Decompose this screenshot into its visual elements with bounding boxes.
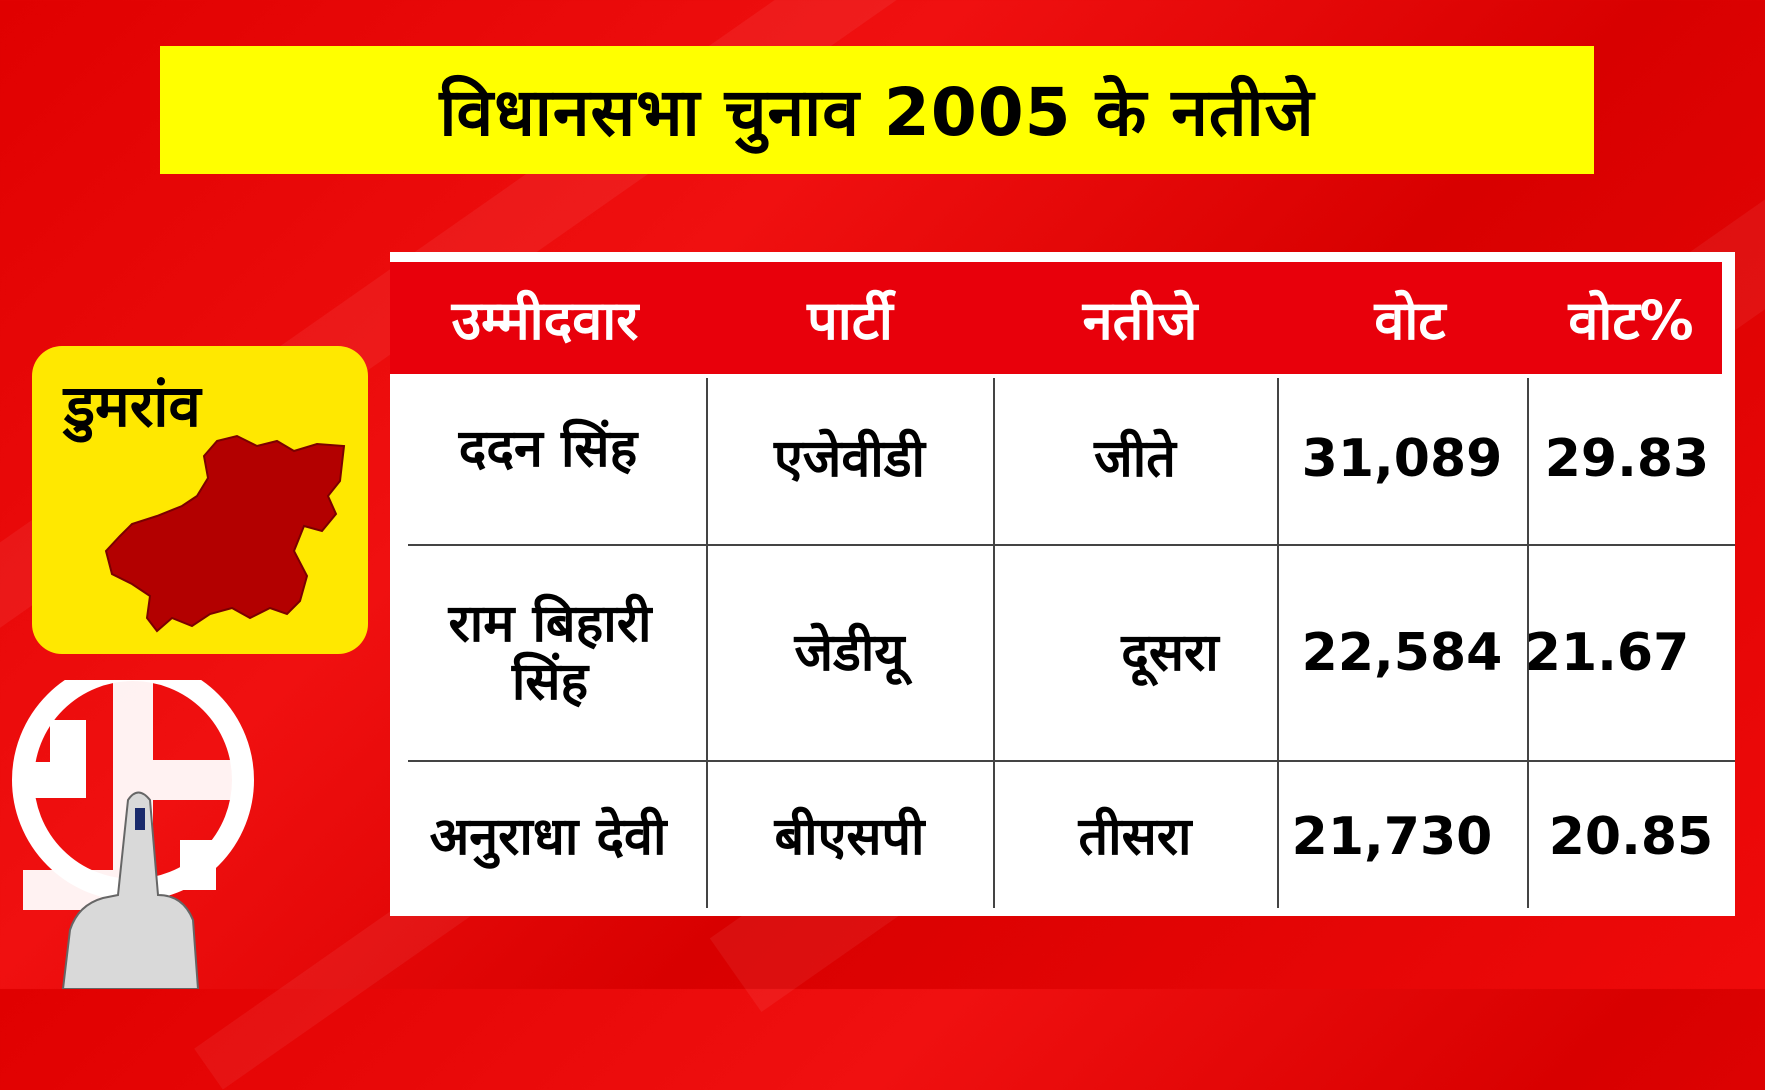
row1-candidate: ददन सिंह [458, 419, 638, 479]
header-result: नतीजे [1082, 289, 1198, 352]
row3-result: तीसरा [1078, 807, 1192, 867]
constituency-map-icon [104, 434, 346, 633]
voting-finger-icon [61, 791, 200, 989]
header-candidate: उम्मीदवार [451, 289, 639, 352]
constituency-name: डुमरांव [64, 372, 201, 440]
row2-party: जेडीयू [794, 623, 905, 683]
row1-result: जीते [1094, 429, 1176, 489]
header-votes: वोट [1374, 289, 1446, 352]
header-party: पार्टी [807, 289, 893, 352]
constituency-badge: डुमरांव [32, 346, 368, 654]
row1-party: एजेवीडी [773, 429, 925, 489]
row1-vote-pct: 29.83 [1544, 429, 1710, 489]
row2-result: दूसरा [1121, 623, 1219, 683]
table-header: उम्मीदवार पार्टी नतीजे वोट वोट% [390, 262, 1722, 374]
title-banner: विधानसभा चुनाव 2005 के नतीजे [160, 46, 1594, 174]
page-title: विधानसभा चुनाव 2005 के नतीजे [439, 74, 1315, 151]
row3-votes: 21,730 [1291, 807, 1493, 867]
row3-candidate: अनुराधा देवी [429, 807, 667, 867]
header-vote-pct: वोट% [1568, 289, 1694, 352]
row1-votes: 31,089 [1301, 429, 1503, 489]
election-commission-symbol-icon [12, 680, 254, 989]
row2-votes: 22,584 [1301, 623, 1503, 683]
row3-party: बीएसपी [774, 807, 925, 867]
row2-candidate: राम बिहारी सिंह [448, 594, 652, 712]
results-table: उम्मीदवार पार्टी नतीजे वोट वोट% ददन सिंह… [390, 252, 1735, 916]
row2-vote-pct: 21.67 [1524, 623, 1690, 683]
row3-vote-pct: 20.85 [1548, 807, 1714, 867]
